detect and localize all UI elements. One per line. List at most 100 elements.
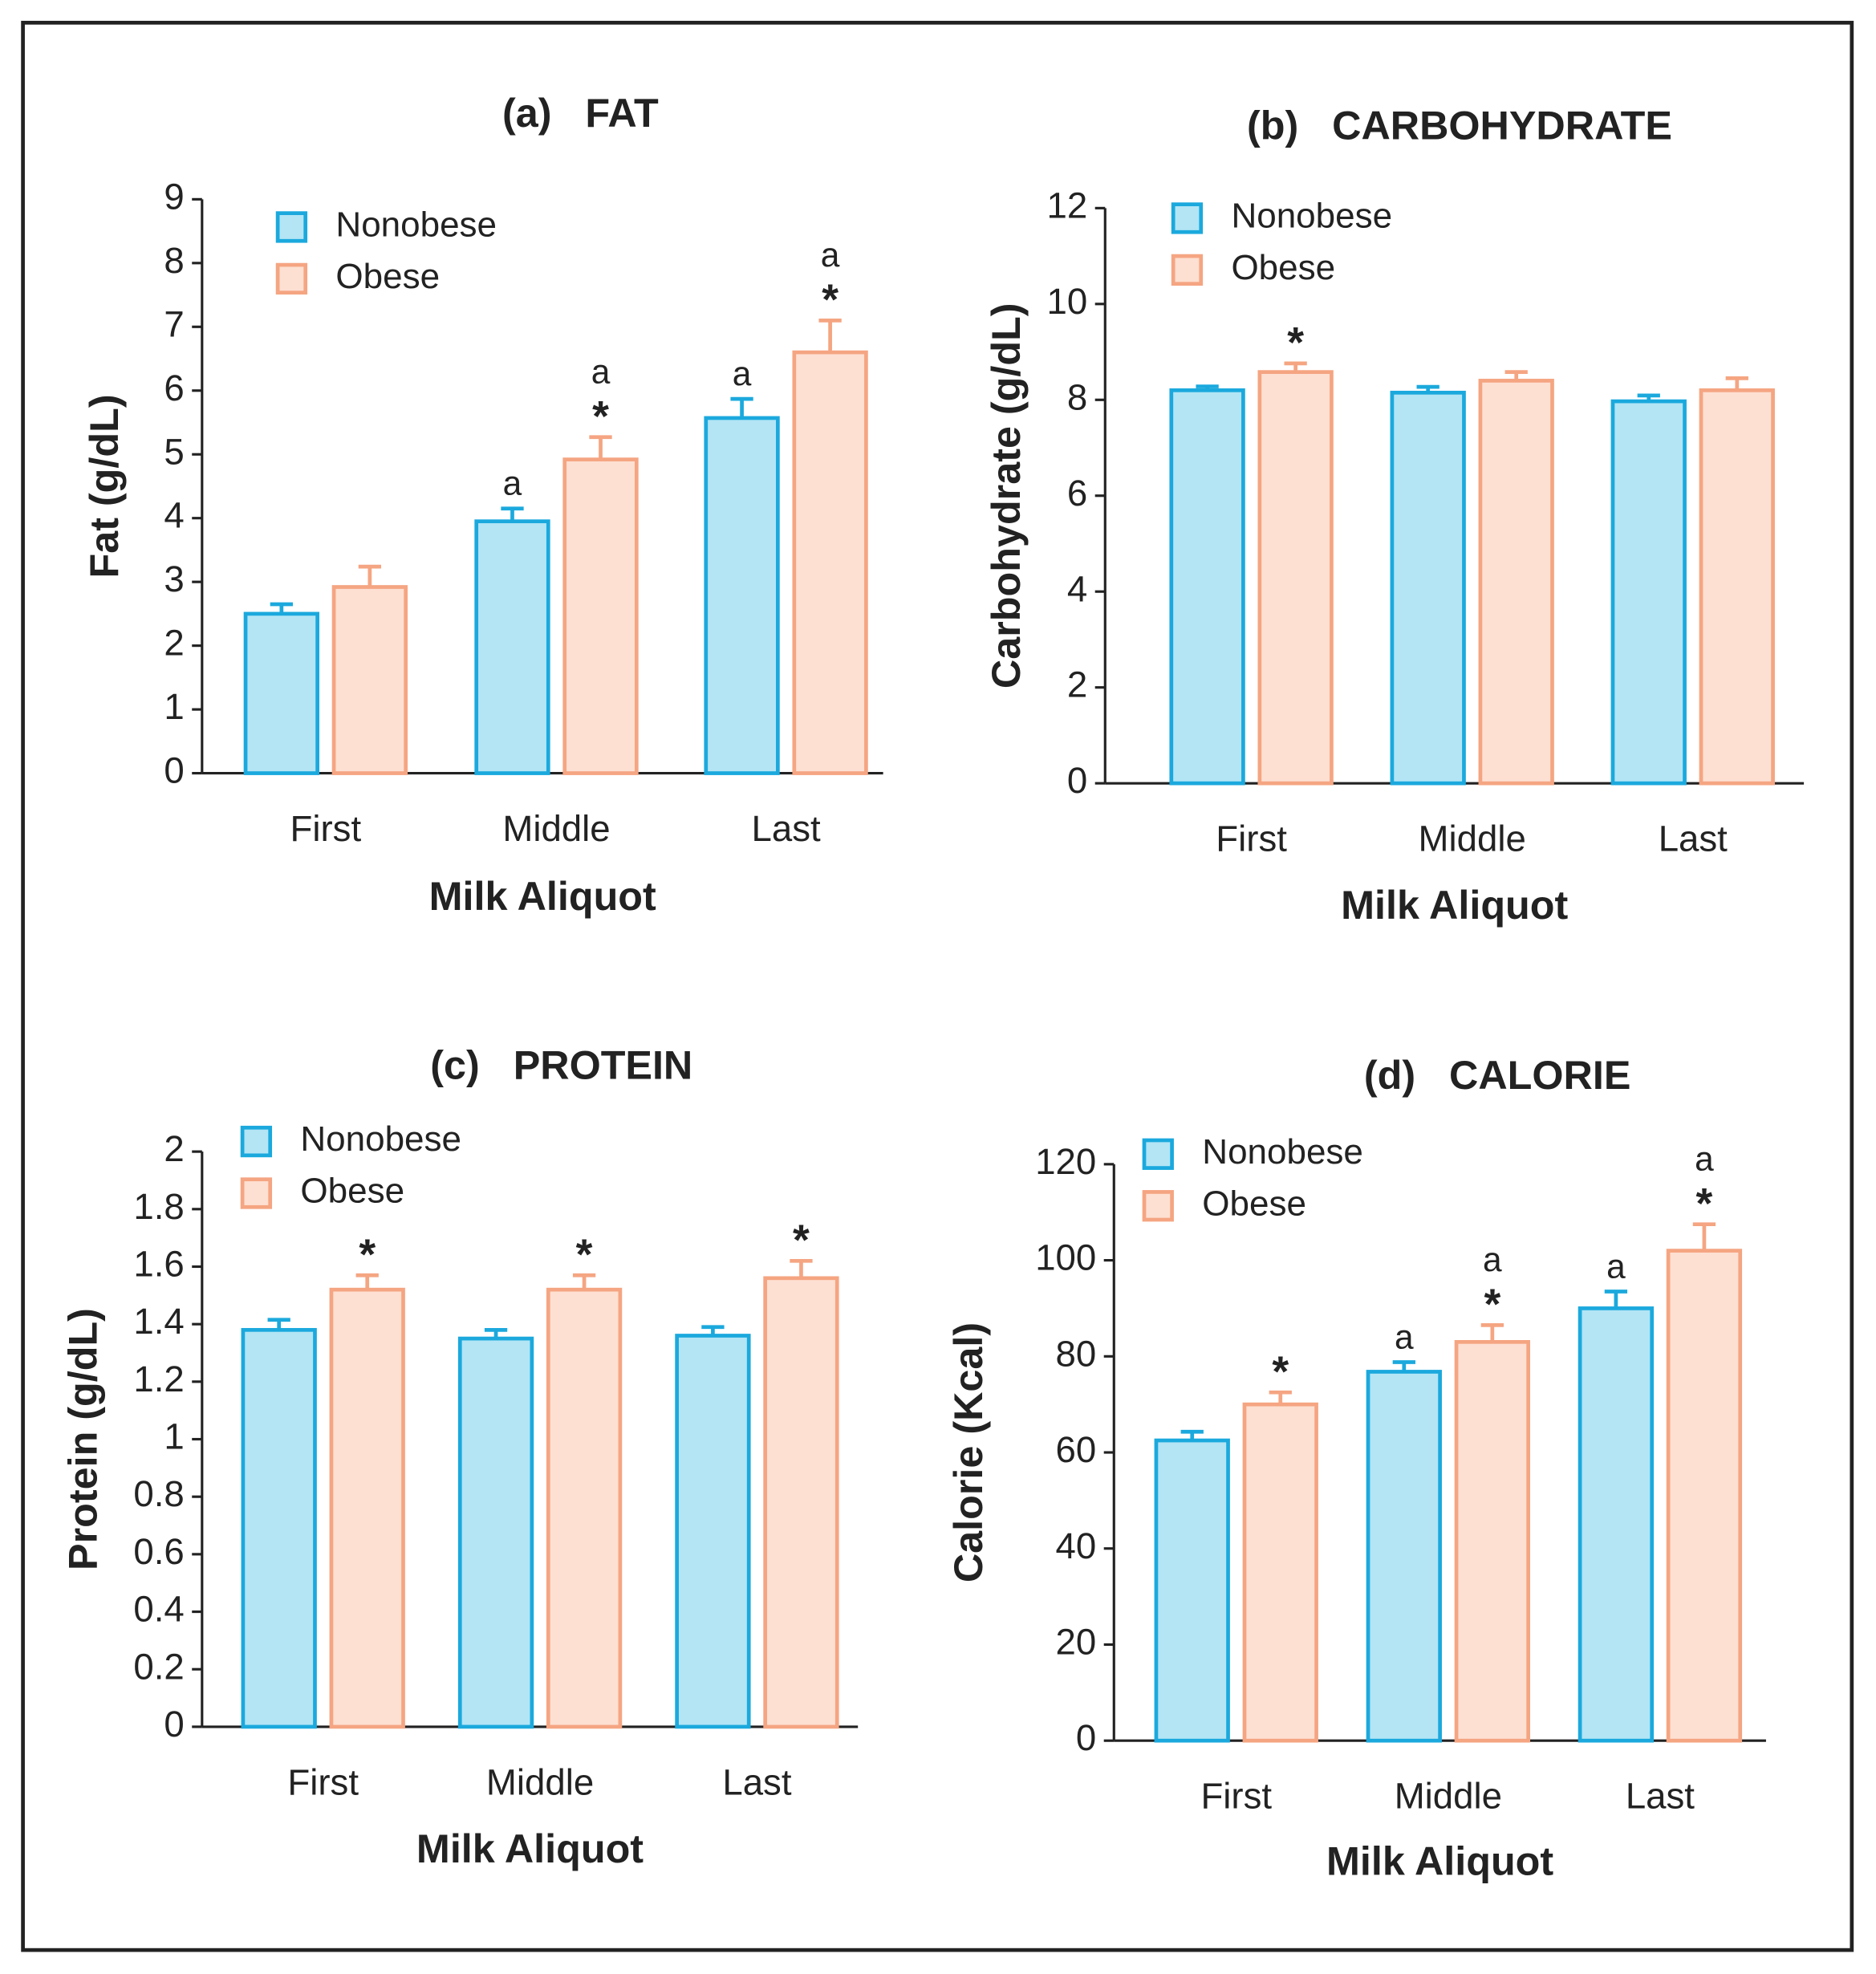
y-tick-label: 0 xyxy=(164,750,184,791)
legend-key xyxy=(240,1177,273,1209)
x-tick-label: Last xyxy=(1659,818,1728,859)
annotation: * xyxy=(592,393,609,441)
x-tick-label: First xyxy=(1216,818,1287,859)
y-tick-label: 2 xyxy=(164,1128,184,1169)
y-tick-label: 40 xyxy=(1056,1525,1097,1566)
y-tick-label: 6 xyxy=(1067,473,1087,514)
legend-label: Obese xyxy=(1231,248,1335,287)
annotation: * xyxy=(793,1216,810,1264)
y-tick-label: 6 xyxy=(164,368,184,408)
bar xyxy=(546,1287,623,1729)
annotation: * xyxy=(1287,319,1304,367)
x-tick-label: Middle xyxy=(1395,1776,1502,1817)
y-tick-label: 7 xyxy=(164,303,184,344)
x-tick-label: Middle xyxy=(486,1761,594,1802)
x-tick-label: First xyxy=(290,808,362,849)
y-tick-label: 3 xyxy=(164,558,184,599)
bar xyxy=(675,1334,751,1729)
y-tick-label: 2 xyxy=(164,623,184,664)
x-tick-label: Last xyxy=(722,1761,791,1802)
y-axis-label: Calorie (Kcal) xyxy=(945,1322,991,1582)
chart-title: (c) PROTEIN xyxy=(430,1042,692,1088)
legend-key xyxy=(1171,254,1204,286)
y-tick-label: 1.4 xyxy=(133,1301,184,1342)
legend-label: Nonobese xyxy=(335,205,497,245)
y-tick-label: 9 xyxy=(164,176,184,217)
frame xyxy=(21,20,1854,1952)
y-tick-label: 8 xyxy=(1067,376,1087,417)
bar xyxy=(1257,370,1334,786)
annotation: a xyxy=(1483,1241,1502,1278)
bar xyxy=(1154,1438,1230,1743)
y-tick-label: 2 xyxy=(1067,664,1087,705)
annotation: a xyxy=(821,236,840,274)
annotation: * xyxy=(1272,1348,1289,1395)
legend-key xyxy=(275,262,308,295)
annotation: * xyxy=(576,1231,593,1278)
x-tick-label: First xyxy=(287,1761,359,1802)
y-tick-label: 100 xyxy=(1035,1237,1096,1278)
y-tick-label: 12 xyxy=(1047,185,1088,225)
y-tick-label: 0.4 xyxy=(133,1589,184,1630)
annotation: a xyxy=(733,355,752,392)
legend-label: Nonobese xyxy=(1231,197,1392,236)
annotation: * xyxy=(822,276,839,323)
y-tick-label: 1.2 xyxy=(133,1359,184,1399)
bar xyxy=(241,1327,317,1729)
bar xyxy=(1390,390,1466,786)
bar xyxy=(331,585,408,775)
bar xyxy=(792,350,868,775)
bar xyxy=(457,1336,534,1729)
bar xyxy=(1610,399,1687,786)
bar xyxy=(474,519,550,775)
y-tick-label: 0 xyxy=(164,1704,184,1745)
bar xyxy=(562,457,639,775)
bar xyxy=(1699,388,1775,786)
y-axis-label: Fat (g/dL) xyxy=(81,394,127,578)
y-axis-label: Carbohydrate (g/dL) xyxy=(983,303,1029,688)
bar xyxy=(1478,379,1554,786)
x-tick-label: Middle xyxy=(502,808,610,849)
legend-key xyxy=(275,211,308,243)
annotation: a xyxy=(503,465,522,502)
bar xyxy=(1578,1306,1655,1743)
y-tick-label: 5 xyxy=(164,431,184,472)
annotation: a xyxy=(591,352,611,390)
legend-key xyxy=(1171,202,1204,234)
y-tick-label: 0.8 xyxy=(133,1473,184,1514)
annotation: * xyxy=(359,1231,376,1278)
annotation: a xyxy=(1606,1247,1626,1285)
x-tick-label: Last xyxy=(1626,1776,1695,1817)
x-axis-label: Milk Aliquot xyxy=(1341,882,1568,928)
y-tick-label: 1.8 xyxy=(133,1186,184,1227)
y-tick-label: 1 xyxy=(164,686,184,727)
legend-label: Obese xyxy=(1202,1184,1306,1223)
bar xyxy=(1666,1249,1743,1743)
y-tick-label: 0.6 xyxy=(133,1531,184,1572)
y-tick-label: 4 xyxy=(164,495,184,536)
x-axis-label: Milk Aliquot xyxy=(429,873,656,919)
bar xyxy=(329,1287,405,1729)
y-axis-label: Protein (g/dL) xyxy=(59,1308,105,1570)
y-tick-label: 0 xyxy=(1067,760,1087,801)
y-tick-label: 120 xyxy=(1035,1141,1096,1182)
x-tick-label: Middle xyxy=(1419,818,1526,859)
annotation: * xyxy=(1484,1281,1500,1328)
y-tick-label: 0.2 xyxy=(133,1646,184,1687)
x-axis-label: Milk Aliquot xyxy=(1326,1838,1553,1884)
chart-title: (a) FAT xyxy=(502,90,659,136)
bar xyxy=(1366,1370,1442,1743)
legend-key xyxy=(1142,1190,1174,1222)
x-tick-label: Last xyxy=(752,808,821,849)
y-tick-label: 60 xyxy=(1056,1429,1097,1470)
bar xyxy=(1454,1339,1530,1743)
legend-label: Obese xyxy=(300,1172,404,1211)
bar xyxy=(1169,388,1245,786)
legend-label: Obese xyxy=(335,257,440,296)
bar xyxy=(704,416,780,775)
y-tick-label: 20 xyxy=(1056,1622,1097,1663)
y-tick-label: 10 xyxy=(1047,281,1088,322)
y-tick-label: 1.6 xyxy=(133,1244,184,1285)
bar xyxy=(1242,1402,1318,1743)
